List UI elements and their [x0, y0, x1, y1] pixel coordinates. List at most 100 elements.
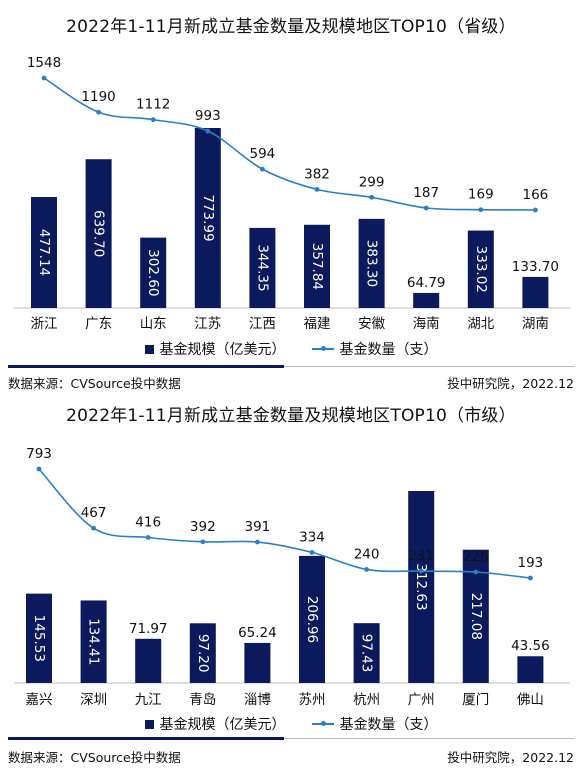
legend-bar-swatch: [144, 719, 154, 729]
line-value-label-4: 391: [245, 519, 271, 535]
category-label-3: 江苏: [194, 316, 221, 332]
provincial-chart-svg: 477.14 浙江 639.70 广东 302.60 山东 773.99 江苏 344.35 江西…: [14, 55, 570, 332]
series-line: [38, 468, 531, 579]
bar-value-label-6: 383.30: [364, 240, 380, 287]
bar-4: [244, 642, 271, 683]
line-point-4: [255, 539, 260, 545]
bar-0: [31, 197, 57, 308]
line-point-1: [96, 109, 101, 115]
category-label-4: 淄博: [244, 691, 271, 708]
footer-divider: [8, 738, 574, 739]
legend-item-bar: 基金规模（亿美元）: [144, 339, 286, 359]
bar-1: [80, 600, 107, 683]
series-line: [43, 77, 536, 211]
line-point-2: [150, 117, 156, 123]
bar-value-label-4: 344.35: [254, 244, 270, 291]
chart-panel-provincial: 2022年1-11月新成立基金数量及规模地区TOP10（省级） 477.14 浙江…: [0, 17, 582, 392]
bar-5: [299, 555, 325, 683]
bar-value-label-9: 43.56: [511, 638, 550, 654]
bar-value-label-7: 64.79: [407, 275, 446, 291]
category-label-2: 山东: [140, 316, 167, 332]
bar-4: [249, 227, 276, 308]
category-label-0: 嘉兴: [26, 692, 53, 708]
bar-value-label-4: 65.24: [238, 625, 277, 641]
credit-note: 投中研究院，2022.12: [447, 750, 574, 765]
bar-1: [85, 159, 112, 308]
line-point-0: [36, 466, 42, 472]
line-point-5: [309, 549, 315, 555]
category-label-7: 广州: [408, 692, 435, 708]
line-point-4: [260, 166, 265, 172]
line-value-label-6: 240: [354, 546, 380, 562]
category-label-4: 江西: [249, 316, 276, 332]
line-point-0: [41, 75, 47, 81]
line-value-label-8: 169: [468, 187, 494, 203]
chart-legend: 基金规模（亿美元） 基金数量（支）: [0, 714, 582, 734]
legend-bar-label: 基金规模（亿美元）: [159, 717, 286, 733]
line-value-label-9: 193: [518, 555, 544, 571]
chart-footer: 数据来源：CVSource投中数据 投中研究院，2022.12: [8, 747, 574, 766]
bar-value-label-1: 639.70: [91, 210, 107, 257]
line-point-3: [205, 128, 211, 134]
line-value-label-8: 226: [463, 549, 489, 565]
bar-value-label-7: 312.63: [413, 563, 429, 610]
bar-6: [353, 623, 380, 683]
bar-0: [26, 593, 52, 683]
line-point-8: [478, 207, 484, 213]
bar-5: [304, 224, 330, 308]
line-value-label-5: 334: [299, 529, 325, 545]
bar-value-label-0: 145.53: [31, 615, 47, 662]
line-point-7: [423, 205, 429, 211]
line-value-label-1: 467: [81, 505, 107, 521]
line-value-label-9: 166: [523, 187, 549, 203]
line-value-label-1: 1190: [81, 89, 115, 105]
bar-value-label-5: 206.96: [304, 596, 320, 643]
source-note: 数据来源：CVSource投中数据: [8, 376, 181, 391]
category-label-7: 海南: [413, 316, 440, 332]
footer-divider: [8, 366, 574, 367]
line-point-5: [314, 186, 320, 192]
line-value-label-7: 187: [413, 185, 439, 201]
line-value-label-2: 416: [135, 514, 161, 530]
chart-footer: 数据来源：CVSource投中数据 投中研究院，2022.12: [8, 373, 574, 392]
line-value-label-4: 594: [250, 146, 276, 162]
bar-value-label-9: 133.70: [512, 259, 559, 275]
bar-7: [413, 292, 440, 308]
category-label-6: 杭州: [353, 692, 380, 708]
bar-3: [194, 128, 221, 308]
legend-item-bar: 基金规模（亿美元）: [144, 714, 286, 734]
chart-legend: 基金规模（亿美元） 基金数量（支）: [0, 339, 582, 359]
legend-bar-label: 基金规模（亿美元）: [159, 342, 286, 358]
line-value-label-0: 793: [26, 446, 52, 462]
bar-value-label-8: 217.08: [468, 593, 484, 640]
line-point-2: [145, 535, 151, 540]
legend-bar-swatch: [144, 344, 154, 354]
bar-value-label-8: 333.02: [473, 246, 489, 293]
source-note: 数据来源：CVSource投中数据: [8, 750, 181, 765]
bar-9: [517, 656, 544, 683]
bar-value-label-1: 134.41: [86, 618, 102, 665]
category-label-8: 湖北: [467, 316, 494, 332]
line-point-9: [533, 207, 538, 213]
line-value-label-7: 231: [408, 548, 434, 564]
bar-6: [358, 218, 385, 308]
bar-8: [467, 230, 494, 308]
line-value-label-5: 382: [304, 166, 330, 182]
category-label-1: 深圳: [80, 692, 107, 708]
category-label-8: 厦门: [462, 692, 489, 708]
line-value-label-3: 993: [195, 108, 221, 124]
bar-value-label-5: 357.84: [309, 243, 325, 290]
category-label-1: 广东: [85, 316, 112, 332]
legend-line-swatch: [311, 344, 334, 354]
legend-line-label: 基金数量（支）: [339, 342, 438, 358]
chart-panel-city: 2022年1-11月新成立基金数量及规模地区TOP10（市级） 145.53 嘉兴…: [0, 395, 582, 770]
bar-3: [189, 623, 216, 683]
bar-value-label-3: 773.99: [200, 194, 216, 241]
category-label-5: 苏州: [299, 692, 326, 708]
bar-2: [140, 237, 167, 308]
chart-title: 2022年1-11月新成立基金数量及规模地区TOP10（市级）: [66, 406, 516, 426]
bar-value-label-0: 477.14: [36, 229, 52, 276]
legend-line-swatch: [311, 719, 334, 729]
bar-value-label-6: 97.43: [359, 634, 375, 673]
category-label-9: 湖南: [522, 316, 549, 332]
